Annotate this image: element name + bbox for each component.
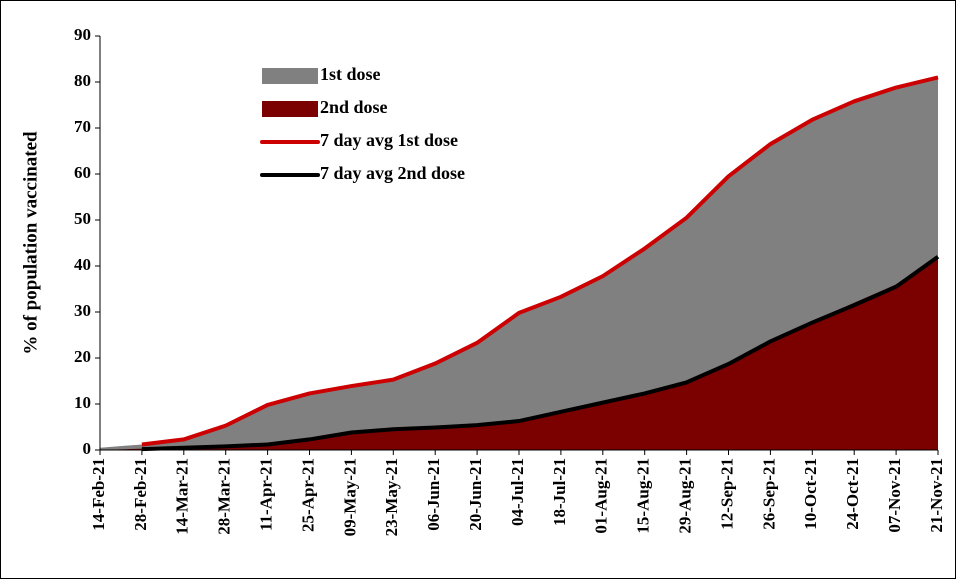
x-tick-label: 04-Jul-21 — [508, 458, 527, 526]
legend-label: 7 day avg 1st dose — [320, 130, 458, 150]
y-tick-label: 50 — [74, 209, 91, 228]
x-tick-label: 15-Aug-21 — [634, 458, 653, 534]
x-tick-label: 09-May-21 — [340, 458, 359, 536]
y-tick-label: 80 — [74, 71, 91, 90]
line — [141, 255, 940, 452]
x-tick-label: 20-Jun-21 — [466, 458, 485, 531]
x-tick-label: 06-Jun-21 — [424, 458, 443, 531]
y-tick-label: 90 — [74, 25, 91, 44]
legend-label: 2nd dose — [320, 97, 388, 117]
x-tick-label: 07-Nov-21 — [885, 458, 904, 533]
y-axis-label: % of population vaccinated — [20, 131, 41, 355]
x-tick-label: 26-Sep-21 — [759, 458, 778, 530]
y-tick-label: 70 — [74, 117, 91, 136]
x-tick-label: 01-Aug-21 — [592, 458, 611, 534]
legend-swatch — [262, 101, 318, 117]
x-tick-label: 18-Jul-21 — [550, 458, 569, 526]
x-tick-label: 29-Aug-21 — [676, 458, 695, 534]
line — [141, 75, 939, 447]
y-tick-label: 30 — [74, 301, 91, 320]
x-tick-label: 25-Apr-21 — [298, 458, 317, 532]
x-tick-label: 12-Sep-21 — [717, 458, 736, 530]
area — [100, 77, 938, 451]
area — [100, 256, 938, 450]
legend-label: 7 day avg 2nd dose — [320, 163, 465, 183]
legend-swatch — [262, 68, 318, 84]
x-tick-label: 24-Oct-21 — [843, 458, 862, 530]
x-tick-label: 21-Nov-21 — [927, 458, 946, 533]
x-tick-label: 28-Feb-21 — [131, 458, 150, 531]
y-tick-label: 0 — [83, 439, 92, 458]
y-tick-label: 60 — [74, 163, 91, 182]
y-tick-label: 40 — [74, 255, 91, 274]
legend-label: 1st dose — [320, 64, 381, 84]
y-tick-label: 20 — [74, 347, 91, 366]
x-tick-label: 28-Mar-21 — [215, 458, 234, 535]
y-tick-label: 10 — [74, 393, 91, 412]
x-tick-label: 14-Mar-21 — [173, 458, 192, 535]
x-tick-label: 11-Apr-21 — [257, 458, 276, 531]
x-tick-label: 23-May-21 — [382, 458, 401, 536]
x-tick-label: 10-Oct-21 — [801, 458, 820, 530]
x-tick-label: 14-Feb-21 — [89, 458, 108, 531]
